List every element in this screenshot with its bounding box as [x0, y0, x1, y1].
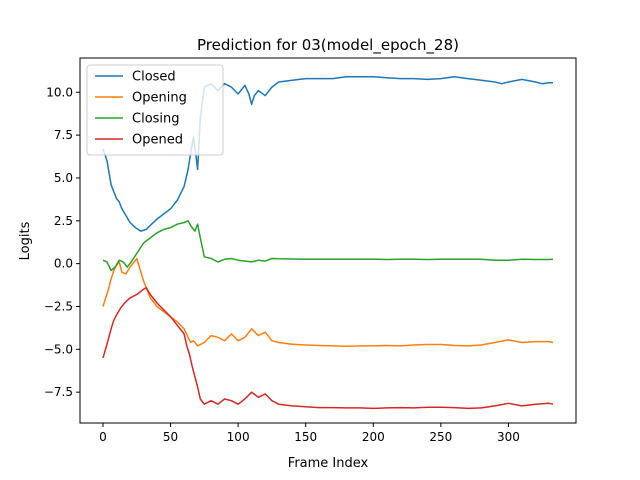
- plot-series: [102, 76, 554, 410]
- y-axis: −7.5 −5.0 −2.5 0.0 2.5 5.0 7.5 10.0: [44, 85, 80, 399]
- y-tick-label: 5.0: [54, 171, 73, 185]
- x-tick-label: 250: [429, 430, 452, 444]
- x-tick-label: 200: [362, 430, 385, 444]
- x-tick-label: 0: [99, 430, 107, 444]
- x-tick-label: 150: [294, 430, 317, 444]
- y-tick-label: 10.0: [46, 85, 73, 99]
- legend-label-1: Opening: [132, 91, 187, 106]
- y-tick-label: 7.5: [54, 128, 73, 142]
- x-tick-label: 100: [227, 430, 250, 444]
- y-tick-label: −5.0: [44, 342, 73, 356]
- x-axis: 0 50 100 150 200 250 300: [99, 423, 520, 444]
- legend: Closed Opening Closing Opened: [86, 64, 224, 156]
- x-tick-label: 300: [497, 430, 520, 444]
- y-tick-label: −7.5: [44, 385, 73, 399]
- series-line-2: [102, 220, 554, 272]
- series-line-3: [102, 286, 554, 410]
- axes-frame: [79, 57, 577, 424]
- y-tick-label: 0.0: [54, 257, 73, 271]
- x-axis-label: Frame Index: [288, 456, 369, 471]
- x-tick-label: 50: [163, 430, 178, 444]
- series-line-1: [102, 257, 554, 347]
- y-tick-label: 2.5: [54, 214, 73, 228]
- legend-box: [86, 64, 224, 156]
- series-line-0: [102, 76, 553, 232]
- chart-title: Prediction for 03(model_epoch_28): [197, 36, 459, 55]
- y-tick-label: −2.5: [44, 299, 73, 313]
- legend-label-3: Opened: [132, 133, 183, 148]
- y-axis-label: Logits: [18, 221, 33, 260]
- legend-label-0: Closed: [132, 70, 176, 85]
- legend-label-2: Closing: [132, 112, 180, 127]
